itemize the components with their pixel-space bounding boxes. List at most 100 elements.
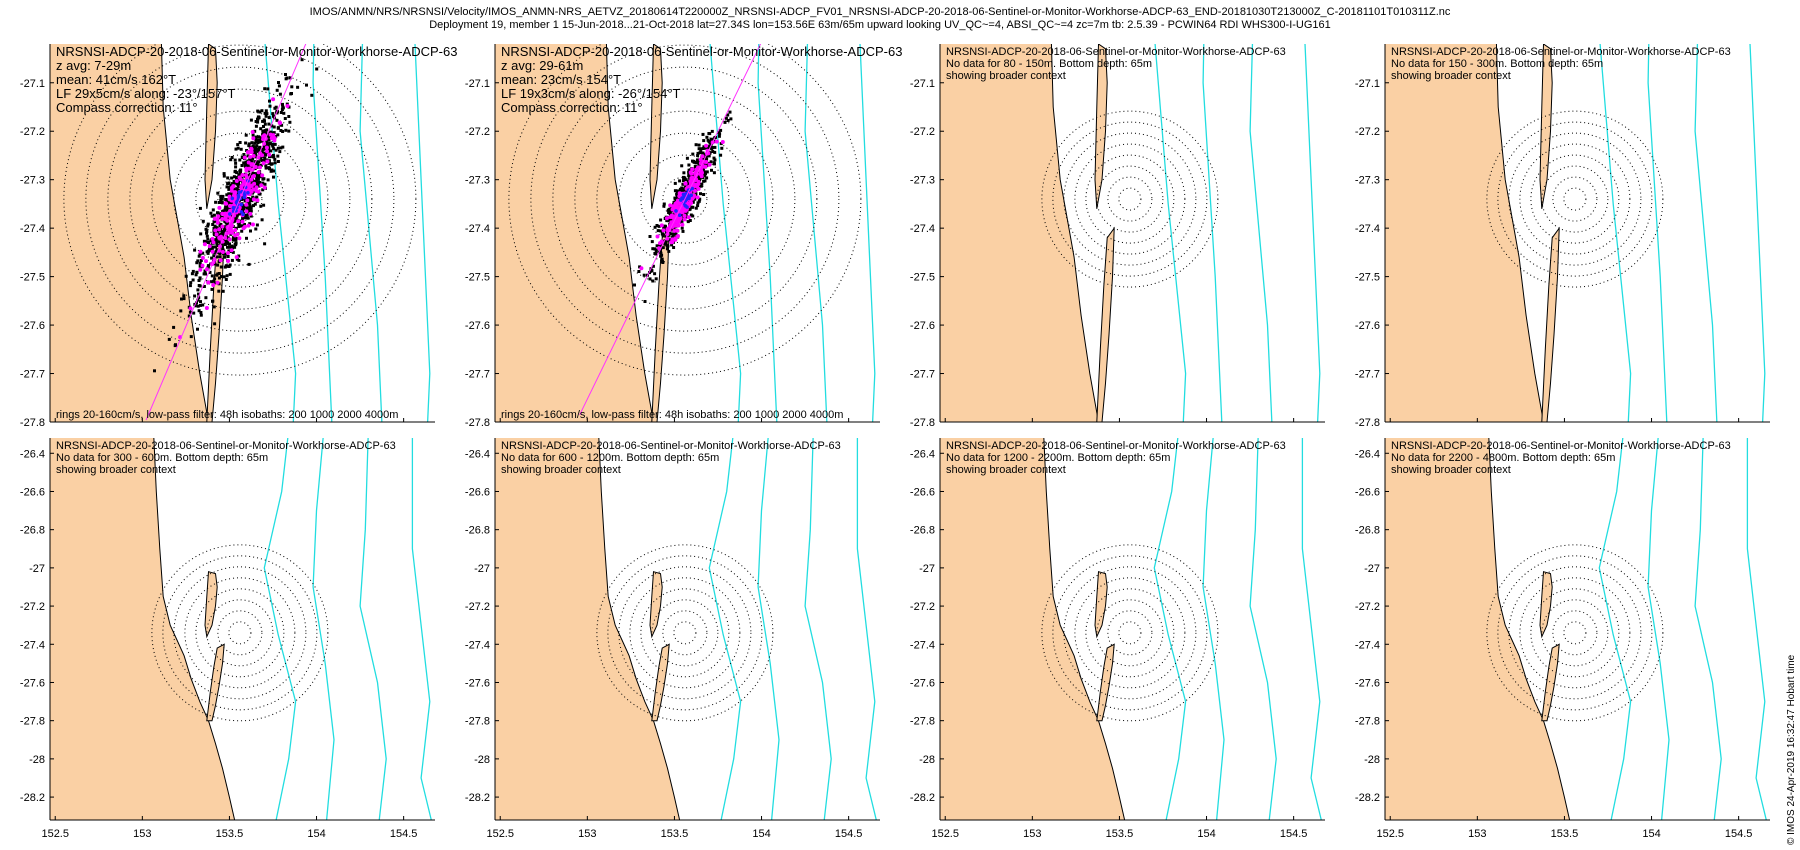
scatter-point (228, 272, 232, 276)
scatter-point (680, 164, 684, 168)
isobath-line (1301, 438, 1322, 820)
scatter-point (189, 281, 193, 285)
scatter-point (661, 261, 665, 264)
scatter-point (193, 294, 197, 298)
scatter-point (673, 189, 677, 193)
scatter-point (267, 122, 271, 126)
scatter-point (267, 161, 271, 165)
scatter-point (210, 247, 214, 251)
x-tick-label: 153.5 (1551, 828, 1579, 840)
y-tick-label: -27.6 (20, 677, 45, 689)
scatter-point (246, 197, 250, 200)
scatter-point (210, 214, 214, 218)
y-tick-label: -26.4 (20, 448, 45, 460)
scatter-point (687, 174, 691, 178)
lowpass-point (720, 140, 725, 144)
lowpass-point (234, 255, 239, 260)
scatter-point (263, 111, 267, 115)
scatter-point (638, 265, 642, 269)
mainland-land (940, 44, 1100, 422)
speed-ring (618, 566, 752, 700)
scatter-point (235, 257, 239, 261)
panel-info-line: showing broader context (501, 464, 621, 476)
speed-ring (508, 44, 862, 376)
scatter-point (240, 205, 244, 209)
scatter-point (284, 73, 287, 76)
isobath-line (312, 438, 335, 820)
stradbroke-island (1096, 643, 1115, 722)
scatter-point (258, 173, 262, 176)
x-tick-label: 152.5 (486, 828, 514, 840)
scatter-point (653, 225, 657, 229)
scatter-point (686, 179, 690, 183)
scatter-point (255, 178, 259, 182)
panel-info-line: z avg: 7-29m (56, 58, 131, 73)
scatter-point (246, 164, 250, 168)
x-tick-label: 154.5 (835, 828, 863, 840)
scatter-point (687, 168, 691, 172)
panel-info-line: mean: 41cm/s 162°T (56, 72, 176, 87)
scatter-point (203, 269, 207, 273)
speed-ring (651, 599, 719, 667)
lowpass-point (278, 121, 283, 125)
scatter-point (703, 170, 707, 174)
scatter-point (229, 184, 233, 187)
scatter-point (234, 147, 238, 151)
scatter-point (194, 273, 198, 277)
scatter-point (254, 154, 258, 158)
scatter-point (260, 159, 264, 162)
scatter-point (261, 130, 265, 134)
lowpass-point (210, 249, 215, 254)
scatter-point (180, 297, 183, 301)
scatter-point (212, 220, 216, 224)
panel-info-line: mean: 23cm/s 154°T (501, 72, 621, 87)
y-tick-label: -26.8 (20, 525, 45, 537)
scatter-point (702, 139, 706, 143)
y-tick-label: -27.4 (20, 639, 45, 651)
scatter-point (229, 192, 233, 196)
scatter-point (700, 182, 704, 186)
scatter-point (197, 279, 201, 282)
scatter-point (705, 176, 709, 180)
scatter-point (697, 143, 701, 147)
scatter-point (208, 247, 211, 251)
stradbroke-island (1541, 643, 1560, 722)
scatter-point (240, 229, 244, 233)
scatter-point (230, 182, 234, 186)
scatter-point (696, 154, 700, 158)
mean-point (690, 186, 694, 191)
x-tick-label: 154.5 (1725, 828, 1753, 840)
panel-info-line: LF 29x5cm/s along: -23°/157°T (56, 86, 236, 101)
scatter-point (215, 248, 219, 252)
lowpass-point (271, 97, 276, 102)
mean-point (689, 193, 693, 198)
scatter-point (208, 270, 212, 274)
speed-ring (662, 176, 708, 222)
mean-point (230, 196, 235, 201)
lowpass-point (246, 223, 251, 228)
scatter-point (234, 161, 238, 165)
scatter-point (238, 158, 242, 162)
panel-info-line: Compass correction: 11° (56, 100, 198, 115)
scatter-point (246, 210, 250, 214)
scatter-point (708, 132, 712, 136)
scatter-point (206, 241, 210, 244)
scatter-point (272, 175, 275, 179)
y-tick-label: -27.1 (20, 78, 45, 90)
scatter-point (222, 209, 226, 213)
lowpass-point (265, 149, 269, 154)
lowpass-point (688, 170, 693, 175)
scatter-point (228, 187, 232, 191)
lowpass-point (216, 214, 221, 219)
panel-footer: rings 20-160cm/s, low-pass filter: 48h i… (56, 409, 398, 421)
speed-ring (1107, 176, 1153, 222)
lowpass-point (682, 213, 687, 218)
scatter-point (633, 283, 636, 287)
panel-plot-area (495, 438, 877, 820)
y-tick-label: -27.2 (20, 126, 45, 138)
mean-point (228, 212, 232, 216)
scatter-point (215, 255, 219, 259)
scatter-point (661, 234, 665, 238)
scatter-point (241, 216, 245, 220)
lowpass-point (220, 217, 225, 221)
